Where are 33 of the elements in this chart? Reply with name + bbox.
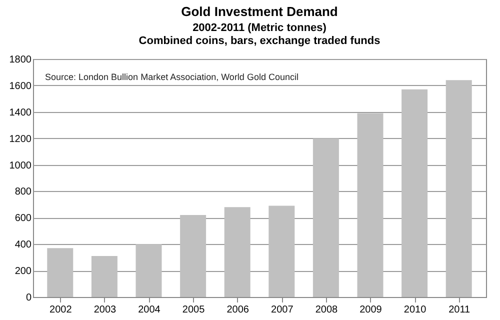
y-tick-label: 400 (14, 240, 32, 251)
bar (402, 89, 428, 297)
y-tick-label: 600 (14, 213, 32, 224)
bar (47, 248, 74, 297)
bar (312, 138, 339, 297)
annotation: Source: London Bullion Market Association, World Gold Council (45, 72, 298, 82)
y-tick-label: 1800 (9, 54, 32, 66)
x-tick-label: 2003 (94, 304, 117, 316)
bar (357, 113, 384, 297)
bar (224, 207, 250, 297)
x-tick-label: 2005 (182, 304, 206, 316)
y-tick-label: 1400 (9, 107, 32, 118)
x-tick-label: 2007 (271, 304, 294, 316)
y-tick-label: 0 (26, 292, 32, 304)
x-tick-label: 2009 (360, 304, 382, 316)
x-tick-label: 2011 (448, 304, 471, 316)
y-tick-label: 1200 (9, 134, 32, 145)
bar (180, 215, 206, 297)
x-tick-label: 2010 (404, 304, 427, 316)
chart-title: Gold Investment Demand (181, 4, 338, 19)
y-tick-label: 1000 (9, 160, 32, 172)
bar (136, 244, 162, 297)
y-tick-label: 200 (14, 266, 32, 278)
x-tick-label: 2002 (50, 304, 72, 316)
x-tick-label: 2004 (138, 304, 161, 316)
x-tick-label: 2008 (315, 304, 338, 316)
x-tick-label: 2006 (226, 304, 250, 316)
y-tick-label: 1600 (9, 80, 32, 92)
bar (446, 80, 472, 297)
bar (268, 206, 295, 297)
y-tick-label: 800 (14, 186, 32, 198)
bar (91, 256, 118, 297)
chart-subtitle: 2002-2011 (Metric tonnes) Combined coins, bars, exchange traded funds (138, 22, 380, 47)
